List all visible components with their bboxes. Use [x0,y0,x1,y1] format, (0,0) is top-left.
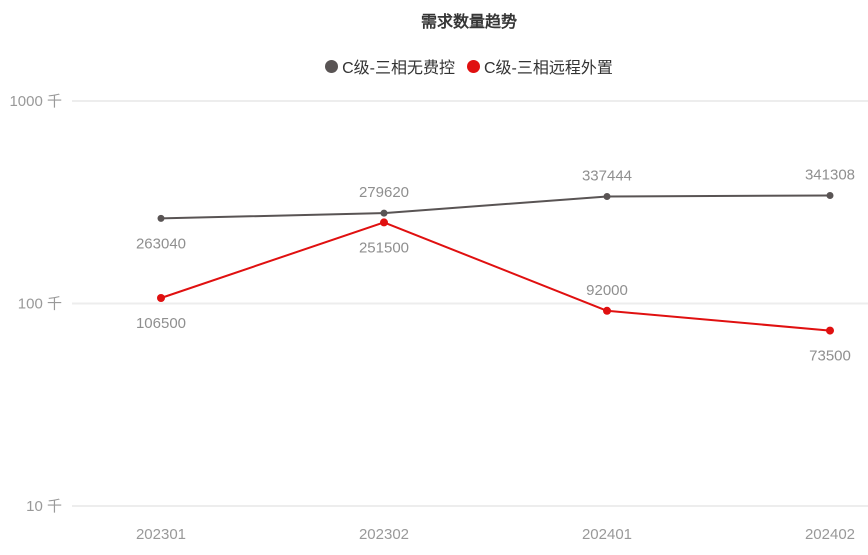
y-axis-tick-label: 100 千 [18,296,62,313]
legend-item-1[interactable]: C级-三相远程外置 [467,54,613,78]
series-line-0 [160,194,831,220]
data-point-label: 341308 [805,167,855,184]
data-point [826,326,834,335]
data-point-label: 73500 [809,348,851,365]
chart-title: 需求数量趋势 [420,14,517,31]
data-point [603,306,611,315]
data-point-label: 92000 [586,282,628,299]
x-axis-tick-label: 202302 [359,526,409,543]
data-point [380,209,388,217]
data-point-label: 251500 [359,239,409,256]
y-axis-tick-label: 10 千 [26,498,62,515]
data-point [157,294,165,302]
legend-dot-icon [325,59,339,73]
data-point-label: 263040 [136,235,186,252]
data-point-label: 337444 [582,168,632,185]
legend-label: C级-三相无费控 [342,60,455,77]
data-point [157,214,165,222]
legend-label: C级-三相远程外置 [484,60,613,77]
y-axis-tick-label: 1000 千 [9,93,62,110]
x-axis-tick-label: 202301 [136,526,186,543]
series-line-1 [160,221,831,332]
x-axis-tick-label: 202402 [805,526,855,543]
data-point-label: 106500 [136,315,186,332]
chart-legend: C级-三相无费控 C级-三相远程外置 [70,54,868,78]
x-axis-tick-label: 202401 [582,526,632,543]
data-point [380,218,388,227]
data-point [603,193,611,200]
data-point [826,192,834,199]
data-point-label: 279620 [359,184,409,201]
legend-dot-icon [467,59,480,73]
legend-item-0[interactable]: C级-三相无费控 [325,54,455,78]
